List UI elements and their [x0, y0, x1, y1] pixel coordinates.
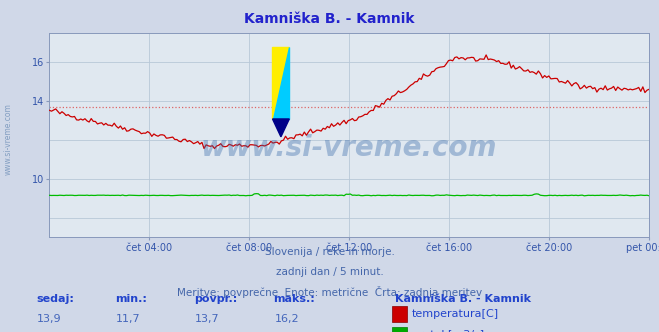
Text: 16,2: 16,2: [274, 314, 299, 324]
Text: 13,9: 13,9: [37, 314, 62, 324]
Text: Kamniška B. - Kamnik: Kamniška B. - Kamnik: [395, 294, 531, 304]
Text: Slovenija / reke in morje.: Slovenija / reke in morje.: [264, 247, 395, 257]
Text: temperatura[C]: temperatura[C]: [412, 309, 499, 319]
Text: zadnji dan / 5 minut.: zadnji dan / 5 minut.: [275, 267, 384, 277]
Text: www.si-vreme.com: www.si-vreme.com: [4, 104, 13, 175]
Text: pretok[m3/s]: pretok[m3/s]: [412, 330, 484, 332]
Text: 13,7: 13,7: [195, 314, 220, 324]
Text: maks.:: maks.:: [273, 294, 315, 304]
Text: sedaj:: sedaj:: [36, 294, 74, 304]
Text: povpr.:: povpr.:: [194, 294, 238, 304]
Text: min.:: min.:: [115, 294, 147, 304]
Text: www.si-vreme.com: www.si-vreme.com: [201, 133, 498, 162]
Text: Meritve: povprečne  Enote: metrične  Črta: zadnja meritev: Meritve: povprečne Enote: metrične Črta:…: [177, 286, 482, 297]
Text: Kamniška B. - Kamnik: Kamniška B. - Kamnik: [244, 12, 415, 26]
Text: 11,7: 11,7: [116, 314, 141, 324]
Polygon shape: [273, 47, 289, 119]
Polygon shape: [273, 47, 289, 119]
Polygon shape: [273, 119, 289, 137]
